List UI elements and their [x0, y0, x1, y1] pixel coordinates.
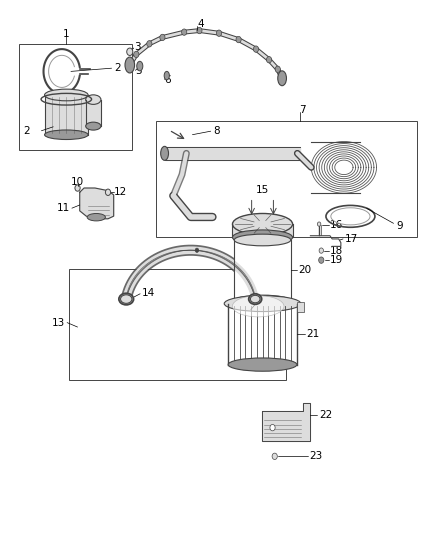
Text: 5: 5 — [135, 67, 142, 76]
Text: 2: 2 — [23, 126, 30, 136]
Ellipse shape — [86, 122, 101, 130]
Text: 14: 14 — [141, 288, 155, 298]
Text: 17: 17 — [344, 234, 357, 244]
Ellipse shape — [137, 61, 143, 71]
Circle shape — [195, 248, 199, 252]
Polygon shape — [165, 147, 300, 160]
Text: 10: 10 — [71, 176, 84, 187]
Text: 11: 11 — [57, 203, 70, 213]
Bar — [234, 240, 291, 301]
Ellipse shape — [87, 214, 106, 221]
Bar — [69, 269, 286, 381]
Text: 18: 18 — [330, 246, 343, 256]
Text: 1: 1 — [63, 29, 70, 39]
Ellipse shape — [278, 71, 286, 86]
Circle shape — [160, 34, 165, 41]
Ellipse shape — [228, 358, 297, 371]
Text: 21: 21 — [307, 329, 320, 339]
Bar — [297, 302, 304, 312]
Text: 20: 20 — [299, 265, 312, 276]
Text: 13: 13 — [52, 318, 65, 328]
Text: 12: 12 — [114, 187, 127, 197]
Text: 15: 15 — [256, 184, 269, 195]
Text: 3: 3 — [134, 42, 141, 52]
Bar — [233, 224, 293, 237]
Text: 8: 8 — [213, 126, 220, 136]
Ellipse shape — [249, 294, 262, 304]
Ellipse shape — [120, 295, 132, 303]
Text: 22: 22 — [319, 410, 332, 421]
Text: 23: 23 — [310, 451, 323, 462]
Circle shape — [75, 185, 80, 191]
Bar — [228, 304, 297, 365]
Circle shape — [197, 27, 202, 34]
Text: 19: 19 — [330, 255, 343, 265]
Bar — [45, 95, 88, 135]
Circle shape — [147, 41, 152, 47]
Circle shape — [134, 51, 139, 58]
Circle shape — [182, 29, 187, 35]
Circle shape — [275, 66, 280, 72]
Circle shape — [216, 30, 222, 36]
Ellipse shape — [234, 234, 291, 246]
Circle shape — [272, 453, 277, 459]
Circle shape — [127, 48, 133, 55]
Ellipse shape — [233, 230, 293, 245]
Bar — [156, 120, 417, 237]
Ellipse shape — [164, 71, 170, 80]
Circle shape — [319, 248, 323, 253]
Circle shape — [266, 56, 272, 63]
Text: 16: 16 — [330, 220, 343, 230]
Ellipse shape — [45, 89, 88, 101]
Circle shape — [270, 424, 275, 431]
Text: 7: 7 — [300, 105, 306, 115]
Ellipse shape — [161, 147, 169, 160]
Ellipse shape — [45, 130, 88, 140]
Text: 14: 14 — [250, 306, 263, 316]
Polygon shape — [261, 403, 310, 441]
Circle shape — [106, 189, 111, 196]
Ellipse shape — [251, 295, 260, 303]
Ellipse shape — [233, 214, 293, 235]
Text: 9: 9 — [396, 221, 403, 231]
Circle shape — [319, 257, 324, 263]
Circle shape — [236, 36, 241, 43]
Text: 4: 4 — [197, 19, 204, 29]
Ellipse shape — [233, 296, 284, 317]
Circle shape — [253, 46, 258, 52]
Ellipse shape — [224, 296, 301, 312]
Text: 2: 2 — [114, 63, 120, 73]
Ellipse shape — [119, 293, 134, 305]
Ellipse shape — [234, 295, 291, 307]
Circle shape — [318, 222, 321, 226]
Ellipse shape — [125, 57, 134, 73]
Bar — [86, 100, 101, 126]
Text: 6: 6 — [165, 75, 171, 85]
Ellipse shape — [86, 95, 101, 104]
Polygon shape — [80, 188, 114, 219]
Bar — [19, 44, 132, 150]
